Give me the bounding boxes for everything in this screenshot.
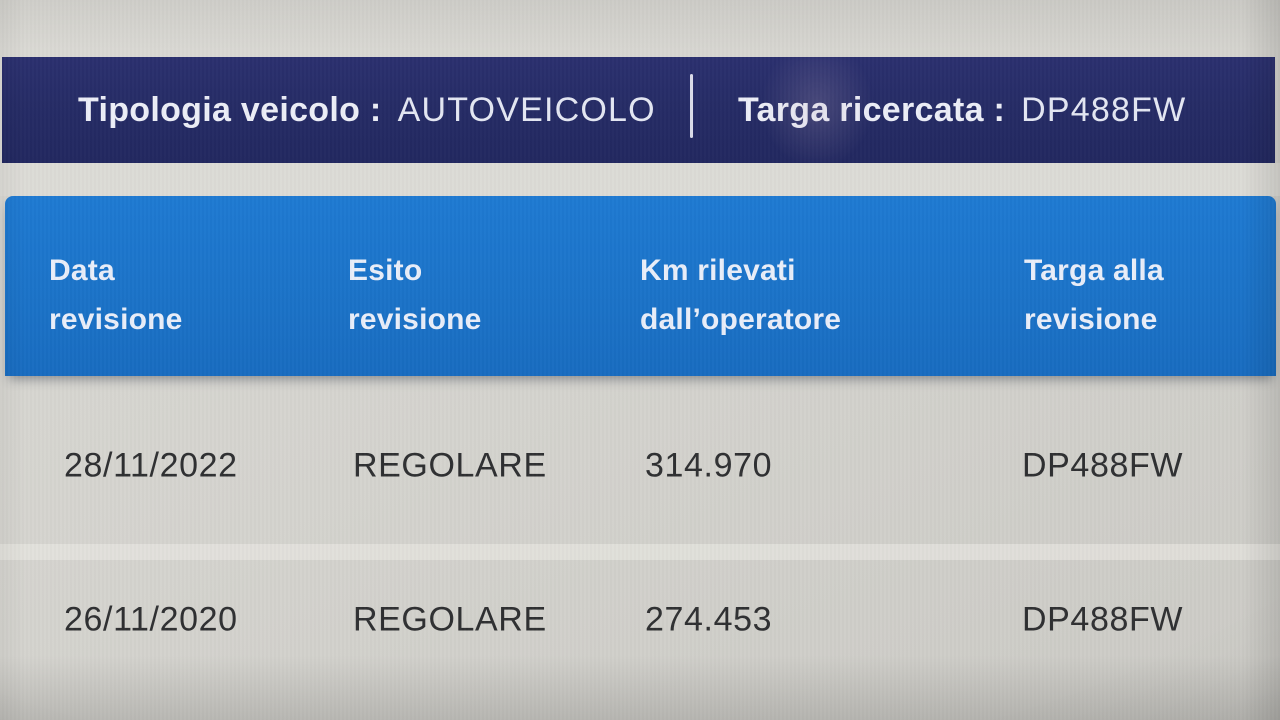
column-header-line: revisione bbox=[1024, 303, 1158, 336]
cell-km-rilevati: 314.970 bbox=[645, 446, 773, 485]
column-header-line: revisione bbox=[49, 303, 183, 336]
vertical-divider bbox=[690, 74, 693, 138]
row-separator bbox=[0, 544, 1280, 560]
cell-esito-revisione: REGOLARE bbox=[353, 600, 547, 639]
column-header-km-rilevati: Km rilevati dall’operatore bbox=[640, 246, 841, 344]
table-row: 28/11/2022 REGOLARE 314.970 DP488FW bbox=[5, 388, 1276, 544]
column-header-line: Esito bbox=[348, 254, 423, 287]
cell-km-rilevati: 274.453 bbox=[645, 600, 773, 639]
column-header-line: Targa alla bbox=[1024, 254, 1164, 287]
column-header-line: revisione bbox=[348, 303, 482, 336]
table-header: Data revisione Esito revisione Km rileva… bbox=[5, 196, 1276, 376]
column-header-esito-revisione: Esito revisione bbox=[348, 246, 482, 344]
table-row: 26/11/2020 REGOLARE 274.453 DP488FW bbox=[5, 556, 1276, 684]
cell-esito-revisione: REGOLARE bbox=[353, 446, 547, 485]
column-header-line: dall’operatore bbox=[640, 303, 842, 336]
cell-data-revisione: 26/11/2020 bbox=[64, 600, 238, 639]
cell-data-revisione: 28/11/2022 bbox=[64, 446, 238, 485]
column-header-line: Km rilevati bbox=[640, 254, 796, 287]
column-header-targa-alla-revisione: Targa alla revisione bbox=[1024, 246, 1164, 344]
search-summary-bar: Tipologia veicolo : AUTOVEICOLO Targa ri… bbox=[2, 57, 1275, 163]
cell-targa: DP488FW bbox=[1022, 446, 1184, 485]
cell-targa: DP488FW bbox=[1022, 600, 1184, 639]
column-header-data-revisione: Data revisione bbox=[49, 246, 183, 344]
searched-plate-field: Targa ricercata : DP488FW bbox=[738, 57, 1186, 163]
bar-separator bbox=[0, 163, 1280, 196]
column-header-line: Data bbox=[49, 254, 115, 287]
searched-plate-label: Targa ricercata : bbox=[738, 90, 1006, 129]
vehicle-type-field: Tipologia veicolo : AUTOVEICOLO bbox=[78, 57, 656, 163]
searched-plate-value: DP488FW bbox=[1021, 90, 1187, 129]
vehicle-type-label: Tipologia veicolo : bbox=[78, 90, 382, 129]
vehicle-type-value: AUTOVEICOLO bbox=[397, 90, 656, 129]
